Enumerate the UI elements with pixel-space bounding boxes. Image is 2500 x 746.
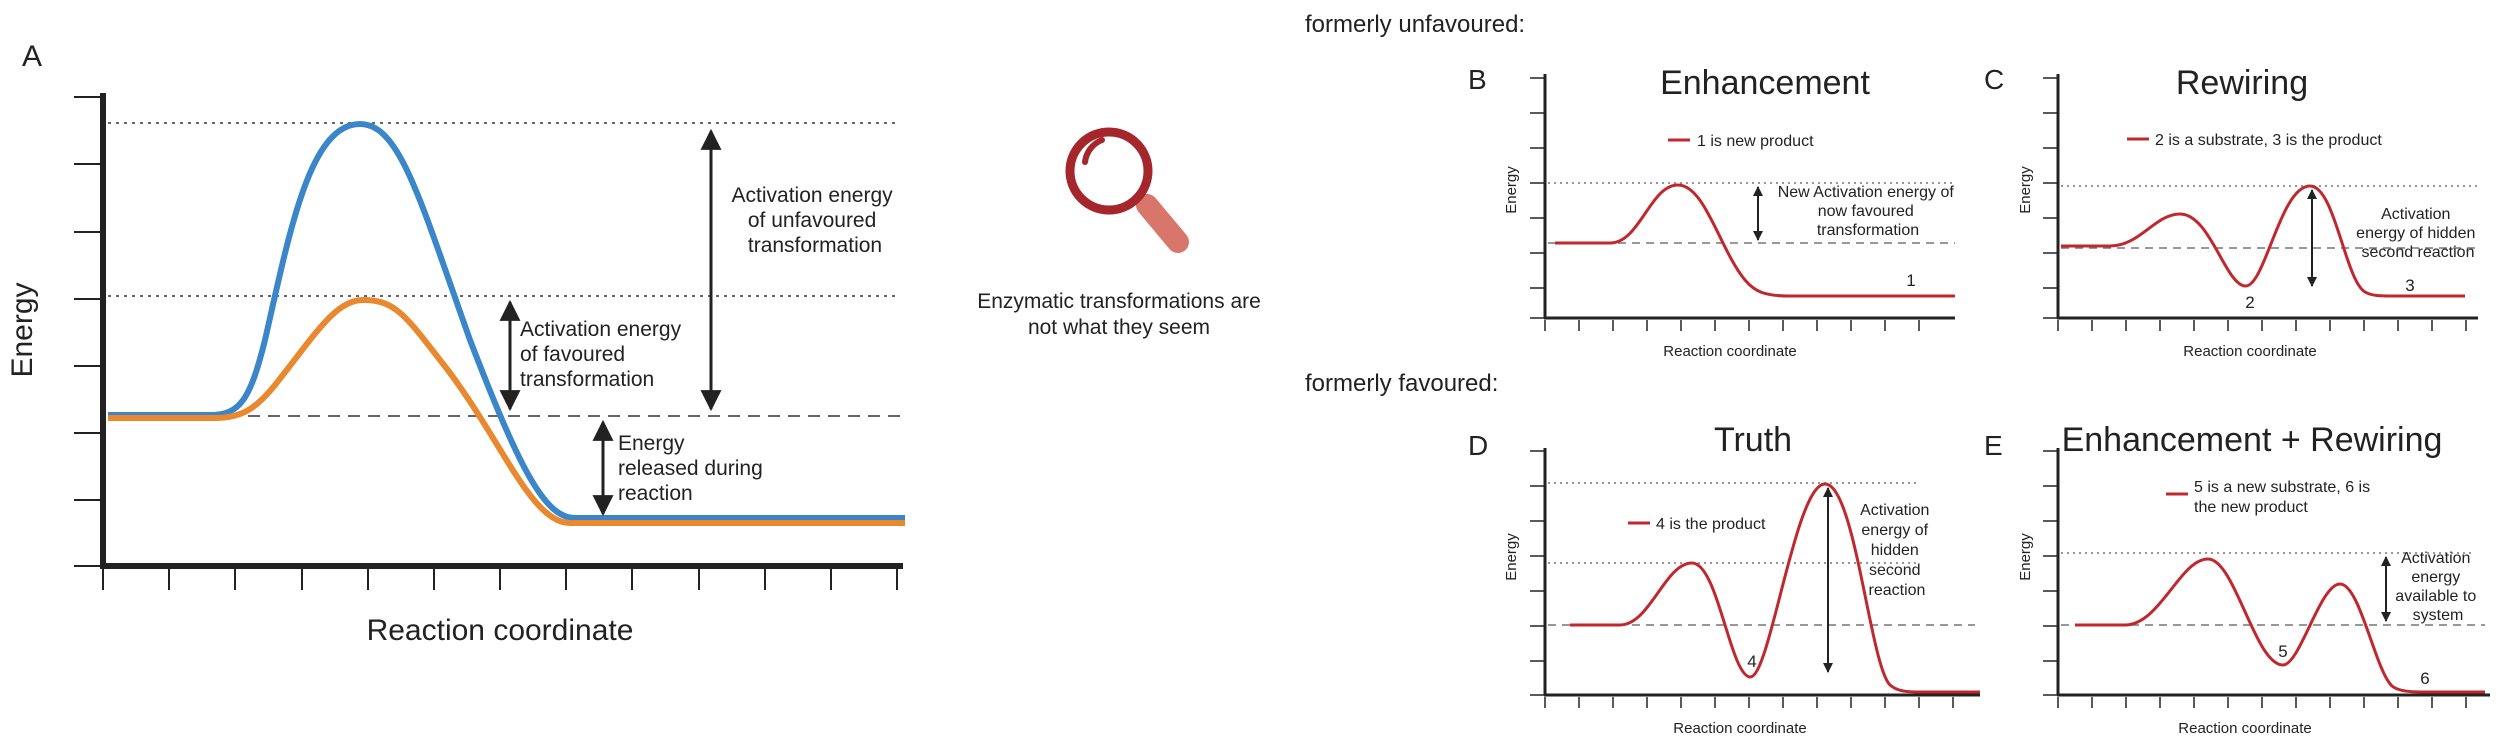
- caption-line-2: not what they seem: [1028, 316, 1210, 339]
- reaction-curve: [1570, 482, 1980, 694]
- section-heading-unfavoured: formerly unfavoured:: [1305, 11, 1525, 38]
- y-ticks: [74, 96, 100, 567]
- x-axis-label: Reaction coordinate: [1673, 720, 1806, 737]
- panel-letter-a: A: [22, 40, 42, 73]
- annotation: New Activation energy of now favoured tr…: [1778, 184, 1959, 239]
- caption-line-1: Enzymatic transformations are: [977, 290, 1261, 313]
- annotation: Activation energy of hidden second react…: [1860, 502, 1934, 599]
- panel-e: E Enhancement + Rewiring Energy Reaction…: [1984, 421, 2490, 737]
- species-number: 2: [2245, 293, 2254, 312]
- y-axis-label: Energy: [6, 282, 39, 377]
- panel-b: B Enhancement Energy Reaction coordinate…: [1468, 64, 1959, 360]
- x-axis-label: Reaction coordinate: [2178, 720, 2311, 737]
- x-ticks: [102, 569, 898, 590]
- favoured-activation-label: Activation energy of favoured transforma…: [520, 318, 687, 391]
- annotation: Activation energy of hidden second react…: [2356, 206, 2480, 261]
- magnifying-glass-icon: [1065, 127, 1189, 253]
- favoured-curve: [108, 297, 905, 526]
- y-axis-label: Energy: [1503, 166, 1520, 214]
- legend-text: 5 is a new substrate, 6 is the new produ…: [2194, 479, 2375, 516]
- species-number: 6: [2420, 669, 2429, 688]
- panel-title: Enhancement + Rewiring: [2062, 421, 2443, 459]
- legend-text: 4 is the product: [1656, 516, 1766, 533]
- x-axis-label: Reaction coordinate: [2183, 343, 2316, 360]
- unfavoured-curve: [108, 121, 905, 521]
- species-number: 3: [2405, 276, 2414, 295]
- panel-title: Rewiring: [2176, 64, 2308, 102]
- energy-released-label: Energy released during reaction: [618, 432, 769, 505]
- section-heading-favoured: formerly favoured:: [1305, 370, 1498, 397]
- species-number: 4: [1747, 652, 1756, 671]
- legend-text: 1 is new product: [1697, 133, 1814, 150]
- reaction-curve: [2061, 184, 2465, 298]
- panel-letter-c: C: [1984, 64, 2004, 95]
- panel-letter-b: B: [1468, 64, 1487, 95]
- x-axis-label: Reaction coordinate: [367, 614, 634, 647]
- reaction-curve: [1555, 183, 1955, 298]
- panel-a: A Energy Reaction coordinate: [6, 40, 905, 647]
- y-axis-label: Energy: [2017, 533, 2034, 581]
- x-axis-label: Reaction coordinate: [1663, 343, 1796, 360]
- unfavoured-activation-label: Activation energy of unfavoured transfor…: [732, 184, 899, 257]
- species-number: 1: [1906, 271, 1915, 290]
- species-number: 5: [2278, 642, 2287, 661]
- legend-text: 2 is a substrate, 3 is the product: [2155, 132, 2382, 149]
- panel-title: Truth: [1714, 421, 1792, 459]
- y-axis-label: Energy: [1503, 533, 1520, 581]
- panel-title: Enhancement: [1660, 64, 1870, 102]
- annotation: Activation energy available to system: [2395, 550, 2480, 624]
- reaction-curve: [2075, 557, 2485, 694]
- center-caption-group: Enzymatic transformations are not what t…: [977, 127, 1261, 339]
- panel-letter-e: E: [1984, 430, 2003, 461]
- panel-c: C Rewiring Energy Reaction coordinate 2 …: [1984, 64, 2480, 360]
- panel-d: D Truth Energy Reaction coordinate 4 is …: [1468, 421, 1980, 737]
- panel-letter-d: D: [1468, 430, 1488, 461]
- y-axis-label: Energy: [2017, 166, 2034, 214]
